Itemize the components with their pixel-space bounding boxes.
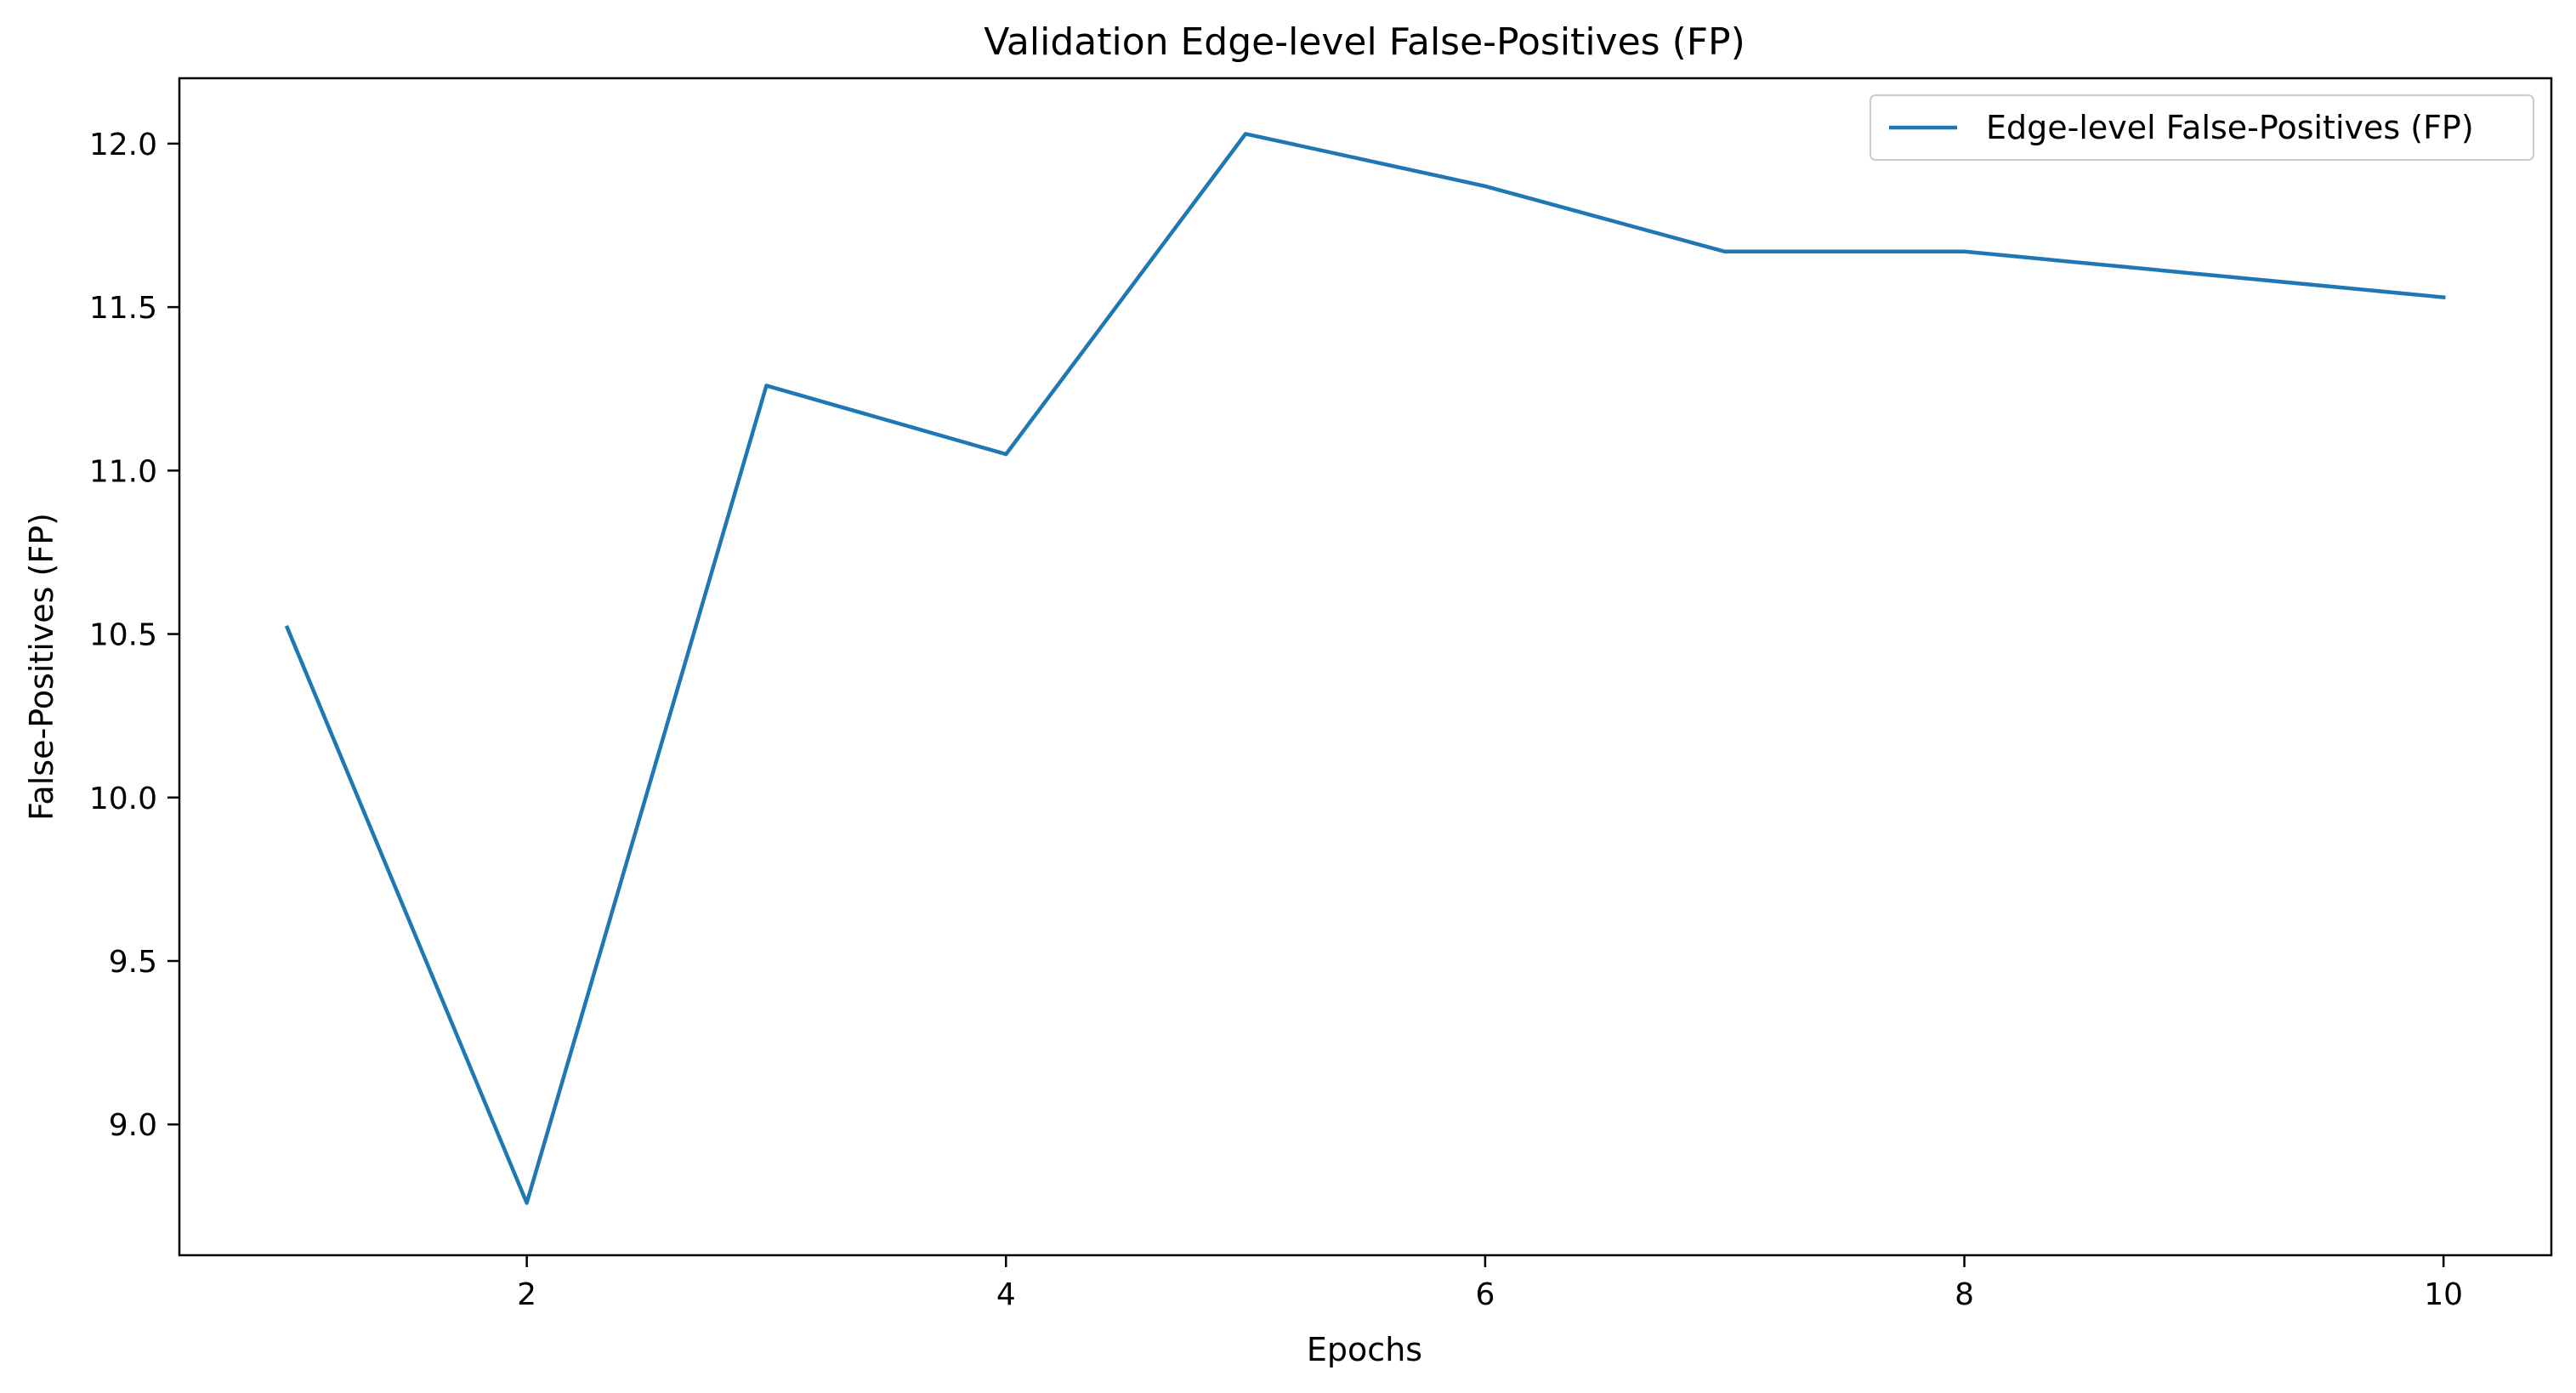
series-line <box>284 132 2446 1205</box>
y-tick-label: 11.5 <box>89 291 157 326</box>
y-tick-label: 12.0 <box>89 128 157 162</box>
plot-frame <box>178 77 2553 1257</box>
legend-label: Edge-level False-Positives (FP) <box>1986 109 2474 146</box>
x-axis-label: Epochs <box>1307 1331 1422 1368</box>
x-tick-label: 6 <box>1475 1277 1495 1312</box>
y-tick-label: 11.0 <box>89 454 157 489</box>
y-axis-label: False-Positives (FP) <box>23 513 60 821</box>
series-layer <box>284 132 2446 1205</box>
y-tick-label: 9.5 <box>109 945 157 980</box>
y-tick-label: 10.0 <box>89 782 157 816</box>
x-tick-label: 8 <box>1955 1277 1974 1312</box>
y-tick-label: 9.0 <box>109 1108 157 1143</box>
x-tick-label: 10 <box>2424 1277 2463 1312</box>
x-tick-label: 2 <box>517 1277 536 1312</box>
legend-box <box>1870 94 2534 161</box>
legend: Edge-level False-Positives (FP) <box>1870 94 2534 161</box>
x-tick-label: 4 <box>996 1277 1016 1312</box>
axis-ticks: 2 4 6 8 10 9.0 9.5 10.0 10.5 11.0 11.5 12.0 <box>89 128 2463 1312</box>
y-tick-label: 10.5 <box>89 618 157 653</box>
chart-title: Validation Edge-level False-Positives (F… <box>984 20 1745 64</box>
